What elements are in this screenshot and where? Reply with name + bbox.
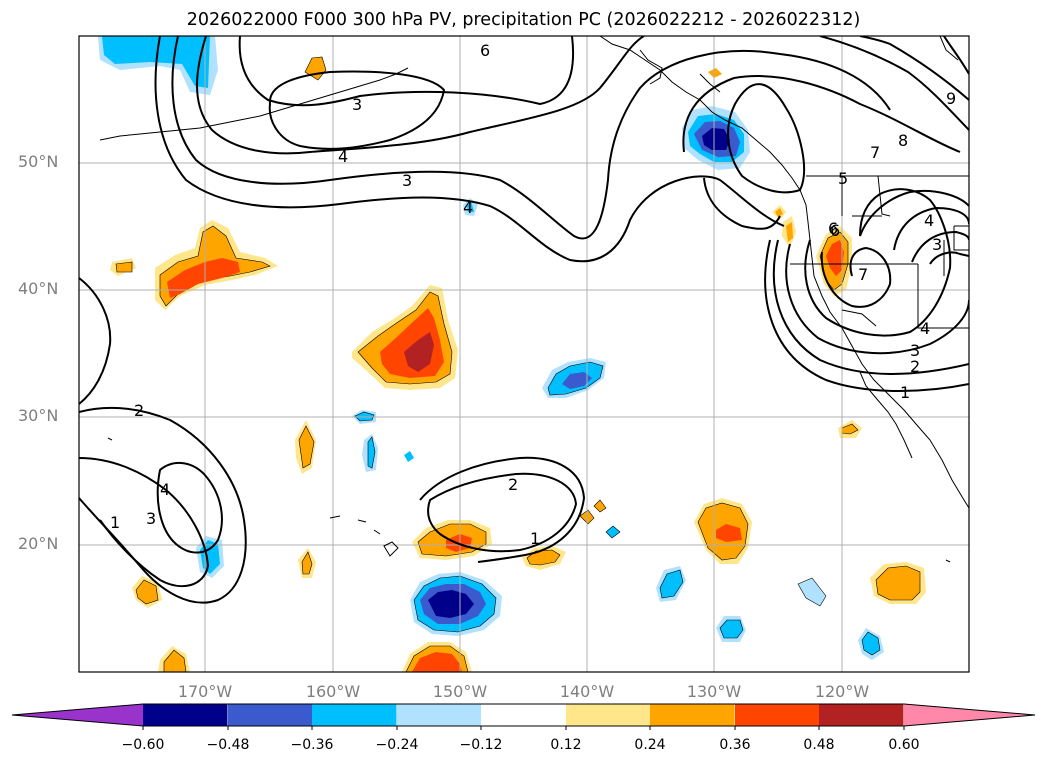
contour-label: 4: [924, 211, 934, 230]
colorbar-tick-label: 0.48: [803, 737, 835, 753]
contour-label: 7: [858, 265, 868, 284]
lat-label: 50°N: [18, 152, 59, 171]
contour-label: 3: [932, 235, 942, 254]
colorbar-segment: [819, 704, 904, 726]
contour-label: 5: [838, 169, 848, 188]
contour-label: 1: [110, 513, 120, 532]
contour-label: 1: [900, 383, 910, 402]
precip-negative-patch: [562, 372, 592, 389]
contour-label: 3: [402, 171, 412, 190]
colorbar-segment: [481, 704, 566, 726]
precip-positive-patch: [135, 579, 159, 605]
lon-label: 150°W: [432, 682, 488, 701]
contour-label: 2: [910, 357, 920, 376]
plot-frame: [78, 35, 970, 673]
lat-label: 40°N: [18, 279, 59, 298]
contour-label: 2: [508, 475, 518, 494]
contour-label: 9: [946, 89, 956, 108]
colorbar-tick-label: −0.48: [206, 737, 250, 753]
precip-positive-patch: [786, 222, 793, 242]
precip-negative-patch: [467, 201, 474, 212]
coastlines: [99, 36, 969, 563]
colorbar-tick-label: −0.60: [121, 737, 165, 753]
contour-label: 3: [910, 341, 920, 360]
contour-label: 2: [134, 401, 144, 420]
colorbar-segment: [650, 704, 735, 726]
precip-negative-patch: [404, 451, 414, 462]
colorbar-tick-label: 0.24: [634, 737, 666, 753]
precip-positive-patch: [593, 499, 607, 513]
colorbar-tick-label: −0.36: [290, 737, 334, 753]
colorbar-segment: [143, 704, 228, 726]
contour-label: 8: [898, 131, 908, 150]
precip-positive-patch: [163, 649, 187, 672]
contour-label: 4: [920, 319, 930, 338]
colorbar-extend-max: [904, 704, 1035, 726]
contour-label: 4: [463, 198, 473, 217]
colorbar-tick-label: −0.12: [459, 737, 503, 753]
colorbar-segment: [566, 704, 651, 726]
colorbar: [11, 703, 1036, 730]
lon-label: 170°W: [177, 682, 233, 701]
precip-positive-patch: [875, 565, 921, 601]
contour-label: 3: [146, 509, 156, 528]
graticule: [79, 36, 969, 672]
pv-contours: [79, 36, 969, 604]
precip-negative-patch: [861, 631, 881, 656]
contour-label: 4: [160, 480, 170, 499]
precip-positive-patch: [404, 332, 434, 372]
colorbar-tick-label: 0.36: [719, 737, 751, 753]
contour-label: 3: [352, 95, 362, 114]
lon-label: 140°W: [559, 682, 615, 701]
contour-label: 7: [870, 143, 880, 162]
colorbar-tick-label: −0.24: [375, 737, 419, 753]
contour-label: 6: [480, 41, 490, 60]
contour-label: 6: [830, 221, 840, 240]
precip-negative-patch: [719, 619, 744, 639]
precip-positive-patch: [301, 551, 313, 575]
precip-negative-patch: [659, 569, 684, 599]
colorbar-extend-min: [12, 704, 143, 726]
lat-label: 20°N: [18, 534, 59, 553]
contour-label: 6: [828, 219, 838, 238]
precip-positive-patch: [708, 68, 722, 78]
precip-positive-patch: [826, 240, 844, 276]
colorbar-segment: [312, 704, 397, 726]
colorbar-segment: [397, 704, 482, 726]
precip-negative-patch: [797, 577, 827, 607]
precip-positive-patch: [167, 258, 240, 298]
lon-label: 130°W: [686, 682, 742, 701]
contour-labels: 6 3 4 3 4 2 4 3 1 2 1 9 8 7 6 5 4 3 7 6 …: [110, 41, 956, 548]
precip-negative-patch: [702, 128, 730, 150]
colorbar-tick-label: 0.60: [888, 737, 920, 753]
precip-positive-patch: [775, 208, 783, 217]
precip-positive-patch: [716, 524, 742, 542]
contour-label: 1: [530, 529, 540, 548]
precip-negative-patch: [367, 436, 376, 469]
precip-positive-patch: [115, 261, 133, 273]
lon-label: 120°W: [814, 682, 870, 701]
lon-label: 160°W: [305, 682, 361, 701]
contour-label: 4: [338, 147, 348, 166]
precip-positive-patch: [304, 56, 327, 81]
precip-negative-patch: [428, 590, 474, 618]
precip-positive-patch: [412, 652, 462, 672]
colorbar-tick-label: 0.12: [550, 737, 582, 753]
precip-positive-patch: [298, 425, 315, 469]
colorbar-segment: [735, 704, 820, 726]
lat-label: 30°N: [18, 406, 59, 425]
precipitation-shading: [98, 36, 926, 672]
precip-negative-patch: [605, 525, 621, 539]
map-title: 2026022000 F000 300 hPa PV, precipitatio…: [186, 10, 861, 30]
colorbar-segment: [228, 704, 313, 726]
